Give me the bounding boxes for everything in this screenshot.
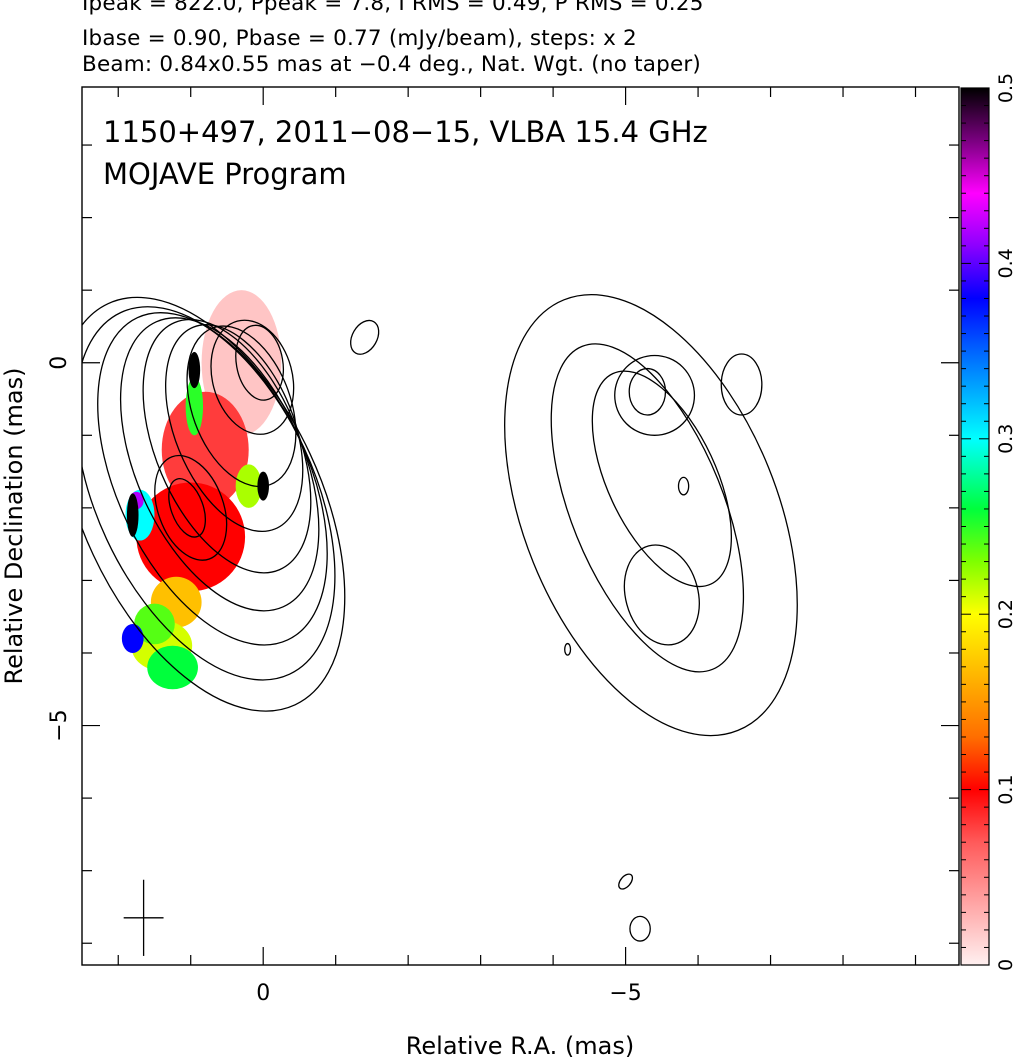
polarization-pixel-blob — [235, 464, 262, 508]
polarization-pixel-blob — [147, 645, 198, 690]
total-intensity-contour — [235, 324, 284, 401]
polarization-pixel-blob — [188, 351, 201, 389]
polarized-intensity-contour — [720, 353, 763, 416]
colorbar-tick-label: 0 — [995, 959, 1017, 971]
fractional-polarization-layer — [121, 290, 282, 690]
axes: 0 −5 0 −5 — [47, 87, 959, 1006]
polarized-intensity-contour — [623, 544, 700, 646]
polarized-intensity-contour — [504, 293, 798, 737]
polarization-pixel-blob — [134, 603, 175, 645]
polarized-intensity-contour — [628, 367, 667, 416]
total-intensity-contour — [168, 478, 206, 538]
total-intensity-contour — [154, 454, 228, 561]
x-tick-label: −5 — [609, 981, 641, 1006]
chart-subtitle: MOJAVE Program — [103, 157, 347, 191]
total-intensity-contour — [350, 319, 380, 355]
header-line-1: Ipeak = 822.0, Ppeak = 7.8, I RMS = 0.49… — [82, 0, 704, 16]
header-line-3: Beam: 0.84x0.55 mas at −0.4 deg., Nat. W… — [82, 52, 702, 77]
colorbar-tick-label: 0.3 — [995, 424, 1017, 454]
total-intensity-contour — [186, 325, 297, 488]
total-intensity-contour — [629, 915, 651, 942]
contour-layer — [82, 293, 798, 942]
colorbar-tick-label: 0.2 — [995, 599, 1017, 629]
colorbar-tick-label: 0.1 — [995, 774, 1017, 804]
plot-frame — [81, 86, 960, 966]
colorbar-tick-label: 0.4 — [995, 248, 1017, 278]
polarization-pixel-blob — [126, 493, 139, 537]
total-intensity-contour — [564, 642, 572, 656]
colorbar-tick-label: 0.5 — [995, 73, 1017, 103]
polarization-pixel-blob — [121, 623, 144, 653]
x-axis-label: Relative R.A. (mas) — [406, 1032, 634, 1060]
polarization-pixel-blob — [185, 377, 204, 436]
chart-title: 1150+497, 2011−08−15, VLBA 15.4 GHz — [103, 115, 708, 149]
total-intensity-contour — [165, 324, 304, 533]
polarized-intensity-contour — [614, 354, 696, 436]
total-intensity-contour — [618, 873, 634, 890]
header-line-2: Ibase = 0.90, Pbase = 0.77 (mJy/beam), s… — [82, 26, 637, 51]
beam-marker — [123, 879, 164, 956]
polarized-intensity-contour — [550, 343, 745, 673]
total-intensity-contour — [82, 296, 346, 712]
polarized-intensity-contour — [677, 476, 690, 496]
y-tick-label: 0 — [47, 356, 72, 370]
y-axis-label: Relative Declination (mas) — [0, 367, 28, 684]
total-intensity-contour — [210, 319, 295, 435]
polarized-intensity-contour — [591, 370, 733, 588]
total-intensity-contour — [142, 318, 312, 574]
x-tick-label: 0 — [256, 981, 270, 1006]
y-tick-label: −5 — [47, 709, 72, 741]
colorbar-axis: 0 0.1 0.2 0.3 0.4 0.5 — [961, 73, 1017, 971]
